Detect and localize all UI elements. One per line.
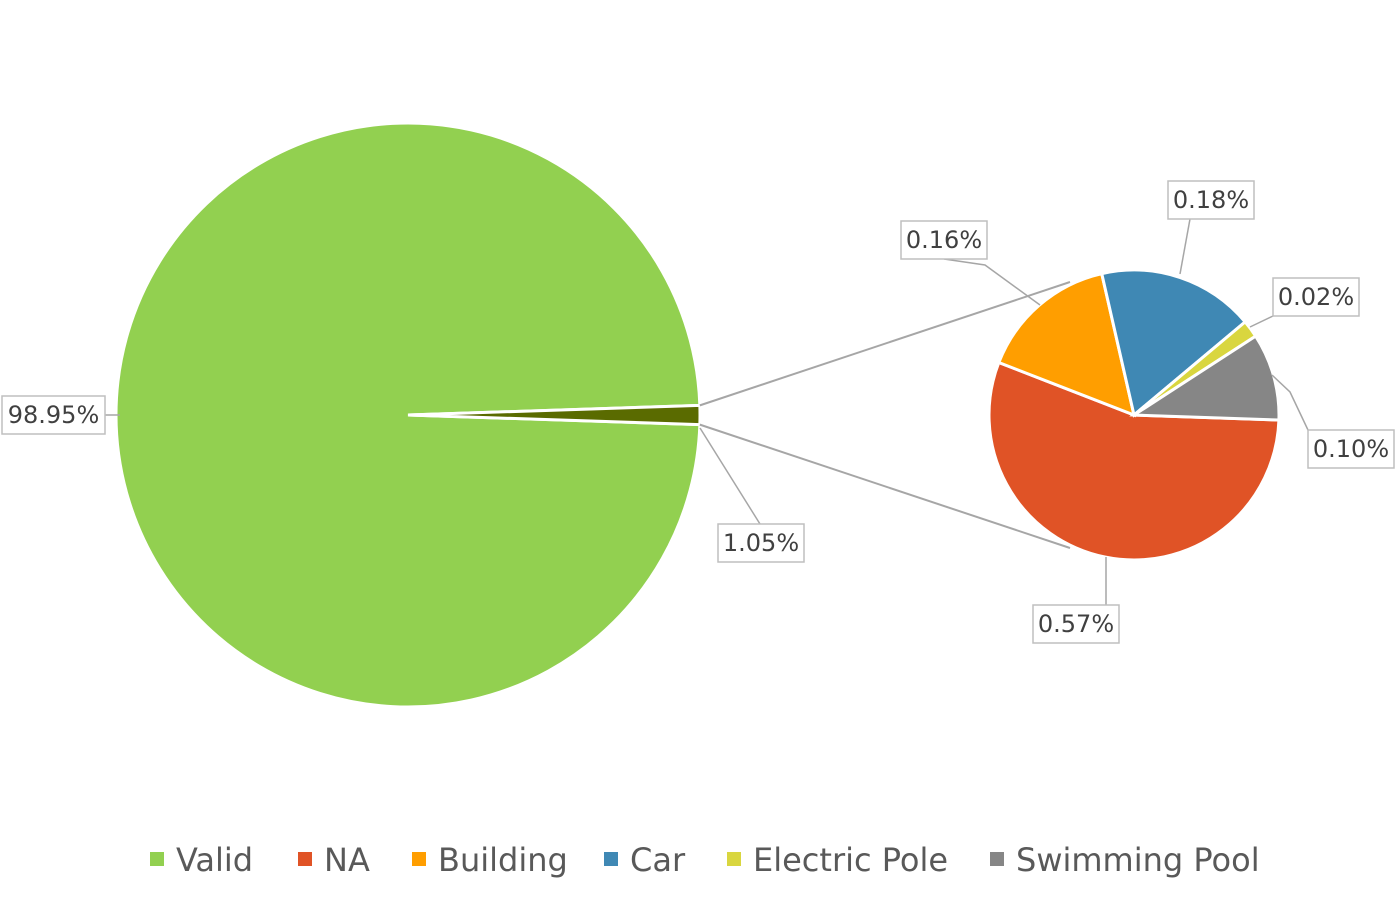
slice-na xyxy=(987,360,1281,562)
legend: Valid NA Building Car Electric Pole Swimming … xyxy=(150,841,1260,879)
legend-item-electric-pole: Electric Pole xyxy=(727,841,948,879)
secondary-pie xyxy=(987,268,1281,562)
legend-swatch xyxy=(150,852,164,866)
data-label-car: 0.18% xyxy=(1167,180,1255,220)
legend-item-swimming-pool: Swimming Pool xyxy=(990,841,1260,879)
data-label-text: 98.95% xyxy=(8,401,100,429)
data-label-box xyxy=(1307,429,1395,469)
legend-swatch xyxy=(990,852,1004,866)
data-label-box xyxy=(1272,277,1360,317)
data-label-text: 0.10% xyxy=(1313,435,1389,463)
legend-item-na: NA xyxy=(298,841,370,879)
legend-label: Building xyxy=(438,841,568,879)
legend-item-valid: Valid xyxy=(150,841,253,879)
main-pie xyxy=(114,121,702,709)
data-label-other: 1.05% xyxy=(717,523,805,563)
legend-swatch xyxy=(727,852,741,866)
slice-car xyxy=(1099,268,1248,418)
leader-line-electric-pole xyxy=(1249,315,1274,328)
legend-swatch xyxy=(604,852,618,866)
data-label-swimming-pool: 0.10% xyxy=(1307,429,1395,469)
leader-line-car xyxy=(1179,218,1191,275)
data-label-building: 0.16% xyxy=(900,220,988,260)
pie-connector-lines xyxy=(699,281,1071,549)
data-label-box xyxy=(900,220,988,260)
data-label-text: 1.05% xyxy=(723,529,799,557)
leader-line-building xyxy=(943,258,1041,306)
data-label-box xyxy=(1032,604,1120,644)
data-label-text: 0.18% xyxy=(1173,186,1249,214)
legend-item-car: Car xyxy=(604,841,686,879)
legend-label: Car xyxy=(630,841,686,879)
data-label-text: 0.02% xyxy=(1278,283,1354,311)
data-label-text: 0.16% xyxy=(906,226,982,254)
legend-item-building: Building xyxy=(412,841,568,879)
data-label-na: 0.57% xyxy=(1032,604,1120,644)
data-label-box xyxy=(1,395,106,435)
legend-label: Valid xyxy=(176,841,253,879)
data-label-box xyxy=(1167,180,1255,220)
connector-top xyxy=(699,281,1071,407)
legend-swatch xyxy=(412,852,426,866)
legend-label: Swimming Pool xyxy=(1016,841,1260,879)
data-label-electric-pole: 0.02% xyxy=(1272,277,1360,317)
leader-line-swimming-pool xyxy=(1271,374,1309,431)
data-label-text: 0.57% xyxy=(1038,610,1114,638)
leader-line-other xyxy=(699,427,761,525)
data-label-box xyxy=(717,523,805,563)
legend-label: Electric Pole xyxy=(753,841,948,879)
label-leader-lines xyxy=(105,218,1309,605)
slice-other xyxy=(407,403,702,427)
legend-swatch xyxy=(298,852,312,866)
data-labels: 98.95% 1.05% 0.57% 0.16% 0.18% 0.02% 0.10% xyxy=(1,180,1395,644)
data-label-valid: 98.95% xyxy=(1,395,106,435)
connector-bottom xyxy=(699,423,1071,549)
legend-label: NA xyxy=(324,841,370,879)
